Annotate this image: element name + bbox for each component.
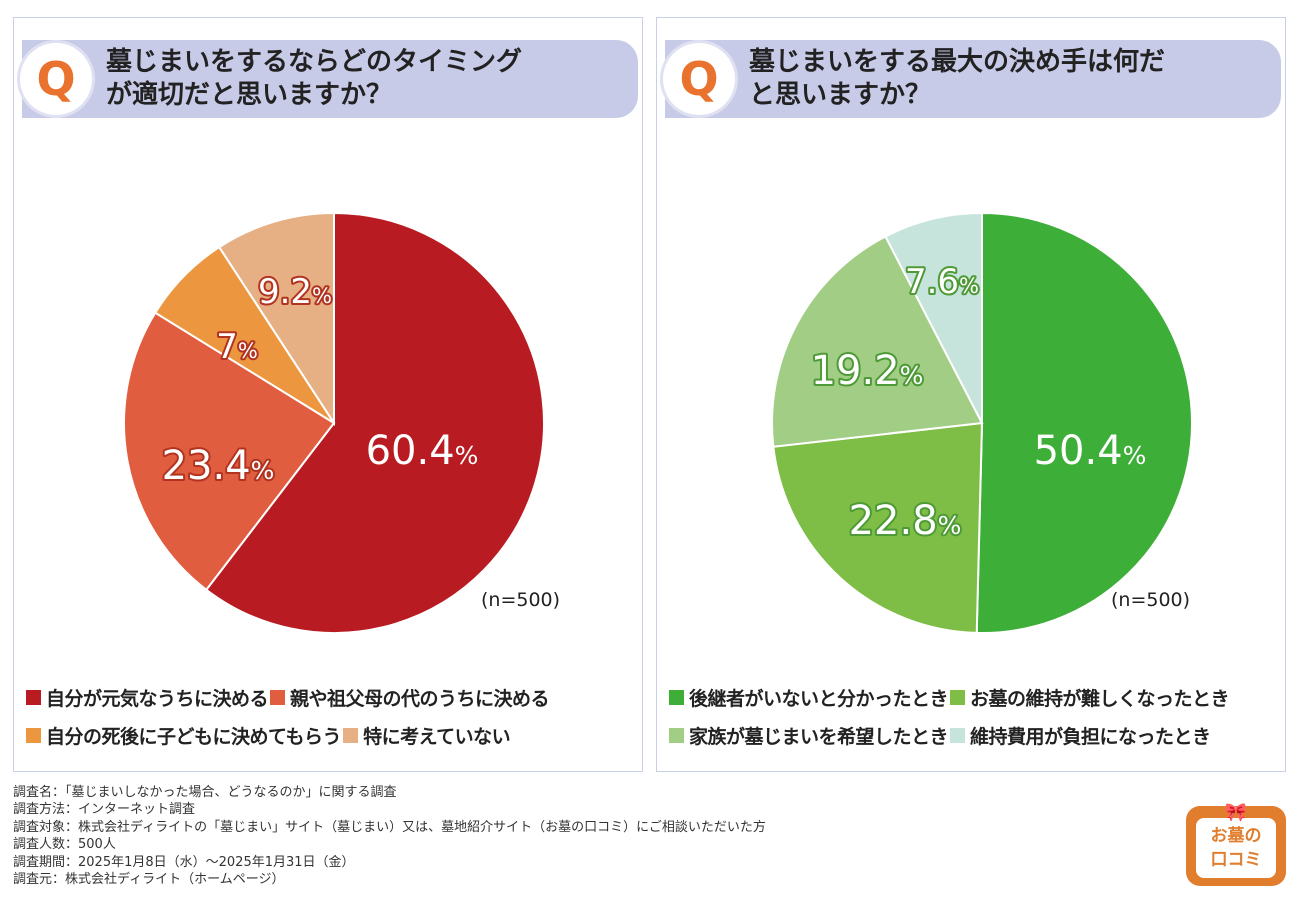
legend-swatch bbox=[343, 727, 359, 743]
legend-item-not-considered: 特に考えていない bbox=[343, 722, 511, 749]
chart-panel-deciding-factor: Q 墓じまいをする最大の決め手は何だ と思いますか？ (n=500) 50.4%… bbox=[656, 17, 1286, 772]
legend-swatch bbox=[950, 689, 966, 705]
logo-text-line-2: 口コミ bbox=[1210, 850, 1262, 870]
legend-row: 家族が墓じまいを希望したとき 維持費用が負担になったとき bbox=[669, 716, 1279, 754]
legend-row: 自分が元気なうちに決める 親や祖父母の代のうちに決める bbox=[26, 678, 636, 716]
legend-label: 後継者がいないと分かったとき bbox=[689, 687, 949, 710]
ribbon-icon: 🎀 bbox=[1224, 802, 1248, 823]
legend-label: 自分の死後に子どもに決めてもらう bbox=[46, 725, 342, 748]
pie-slices bbox=[771, 211, 1193, 634]
question-line-2: と思いますか？ bbox=[749, 80, 932, 110]
slice-percent-label: 9.2% bbox=[258, 272, 332, 312]
legend-item-cost-burden: 維持費用が負担になったとき bbox=[950, 722, 1211, 749]
sample-size-label: (n=500) bbox=[481, 589, 560, 611]
legend-item-hard-to-maintain: お墓の維持が難しくなったとき bbox=[950, 684, 1230, 711]
question-banner bbox=[22, 40, 638, 118]
legend-deciding-factor: 後継者がいないと分かったとき お墓の維持が難しくなったとき 家族が墓じまいを希望… bbox=[669, 678, 1279, 754]
legend-swatch bbox=[270, 689, 286, 705]
legend-swatch bbox=[26, 727, 41, 743]
survey-note-count: 調査人数：500人 bbox=[13, 837, 116, 853]
brand-logo: 🎀 お墓の 口コミ bbox=[1186, 804, 1286, 886]
pie-chart-timing: (n=500) 60.4% 23.4% 7%9.2% bbox=[123, 211, 560, 634]
survey-note-name: 調査名：「墓じまいしなかった場合、どうなるのか」に関する調査 bbox=[13, 785, 397, 800]
slice-percent-label: 7% bbox=[216, 327, 258, 367]
slice-percent-label: 60.4% bbox=[366, 428, 479, 474]
legend-row: 自分の死後に子どもに決めてもらう 特に考えていない bbox=[26, 716, 636, 754]
pie-slice bbox=[123, 311, 336, 592]
sample-size-label: (n=500) bbox=[1111, 589, 1190, 611]
question-badge: Q bbox=[20, 43, 92, 115]
legend-label: 親や祖父母の代のうちに決める bbox=[290, 687, 550, 710]
legend-label: 自分が元気なうちに決める bbox=[46, 687, 269, 710]
legend-label: 家族が墓じまいを希望したとき bbox=[689, 725, 949, 748]
survey-notes: 調査名：「墓じまいしなかった場合、どうなるのか」に関する調査 調査方法：インター… bbox=[13, 784, 1113, 888]
question-badge: Q bbox=[663, 43, 735, 115]
survey-note-source: 調査元：株式会社ディライト（ホームページ） bbox=[13, 872, 285, 888]
pie-slices bbox=[123, 211, 545, 634]
legend-item-alive: 自分が元気なうちに決める bbox=[26, 684, 269, 711]
legend-item-family-wish: 家族が墓じまいを希望したとき bbox=[669, 722, 949, 749]
slice-percent-label: 22.8% bbox=[849, 498, 962, 544]
question-banner bbox=[665, 40, 1281, 118]
pie-chart-deciding-factor: (n=500) 50.4% 22.8% 19.2% 7.6% bbox=[771, 211, 1193, 634]
question-line-2: が適切だと思いますか？ bbox=[106, 80, 393, 110]
slice-percent-label: 23.4% bbox=[162, 443, 275, 489]
question-line-1: 墓じまいをする最大の決め手は何だ bbox=[749, 47, 1166, 77]
legend-row: 後継者がいないと分かったとき お墓の維持が難しくなったとき bbox=[669, 678, 1279, 716]
legend-timing: 自分が元気なうちに決める 親や祖父母の代のうちに決める 自分の死後に子どもに決め… bbox=[26, 678, 636, 754]
legend-item-no-successor: 後継者がいないと分かったとき bbox=[669, 684, 949, 711]
legend-item-after-death: 自分の死後に子どもに決めてもらう bbox=[26, 722, 342, 749]
survey-note-period: 調査期間：2025年1月8日（水）〜2025年1月31日（金） bbox=[13, 854, 355, 870]
slice-percent-label: 50.4% bbox=[1034, 428, 1147, 474]
slice-percent-label: 7.6% bbox=[905, 262, 979, 302]
legend-swatch bbox=[26, 689, 41, 705]
pie-slice bbox=[204, 211, 545, 634]
survey-note-method: 調査方法：インターネット調査 bbox=[13, 802, 196, 818]
question-line-1: 墓じまいをするならどのタイミング bbox=[106, 47, 523, 77]
pie-slice bbox=[975, 211, 1193, 634]
legend-label: 特に考えていない bbox=[363, 725, 511, 748]
chart-panel-timing: Q 墓じまいをするならどのタイミング が適切だと思いますか？ (n=500) 6… bbox=[13, 17, 643, 772]
pie-slice bbox=[884, 211, 983, 424]
legend-swatch bbox=[669, 689, 684, 705]
question-text: 墓じまいをするならどのタイミング が適切だと思いますか？ bbox=[106, 46, 626, 112]
slice-percent-label: 19.2% bbox=[811, 348, 924, 394]
survey-note-target: 調査対象：株式会社ディライトの「墓じまい」サイト（墓じまい）又は、墓地紹介サイト… bbox=[13, 819, 766, 835]
legend-swatch bbox=[950, 727, 966, 743]
pie-slice bbox=[217, 211, 335, 427]
legend-label: 維持費用が負担になったとき bbox=[970, 725, 1211, 748]
question-letter: Q bbox=[679, 52, 719, 106]
legend-item-parents: 親や祖父母の代のうちに決める bbox=[270, 684, 550, 711]
pie-slice bbox=[772, 421, 984, 634]
question-letter: Q bbox=[36, 52, 76, 106]
logo-card: 🎀 お墓の 口コミ bbox=[1196, 804, 1276, 878]
pie-slice bbox=[771, 235, 984, 448]
legend-swatch bbox=[669, 727, 684, 743]
logo-text-line-1: お墓の bbox=[1210, 826, 1262, 846]
legend-label: お墓の維持が難しくなったとき bbox=[970, 687, 1230, 710]
question-text: 墓じまいをする最大の決め手は何だ と思いますか？ bbox=[749, 46, 1269, 112]
